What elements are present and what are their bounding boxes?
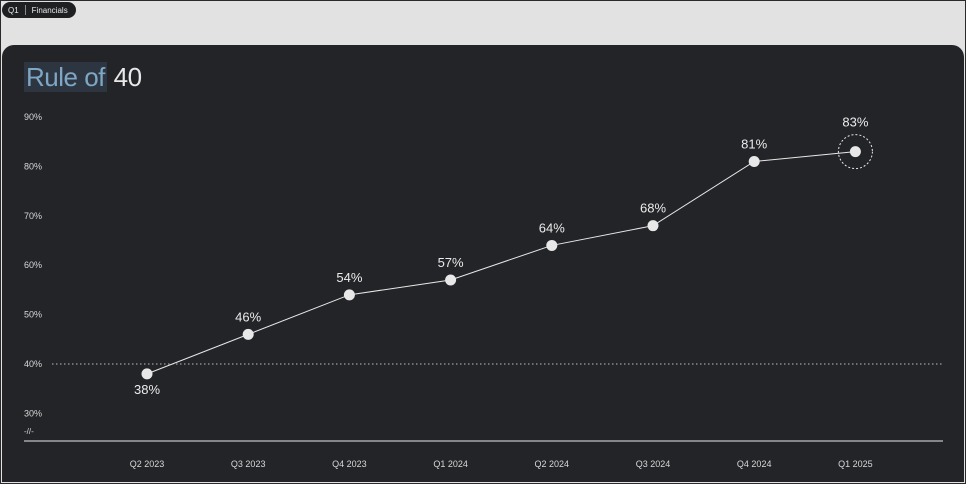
series-line [146, 151, 856, 375]
x-tick-label: Q2 2023 [130, 459, 165, 469]
y-tick-label: 30% [24, 408, 42, 418]
data-point [242, 328, 254, 340]
x-tick-label: Q4 2023 [332, 459, 367, 469]
chart-card [2, 45, 964, 482]
data-point [748, 155, 760, 167]
data-point [141, 368, 153, 380]
data-label: 54% [336, 270, 362, 285]
data-label: 68% [640, 201, 666, 216]
breadcrumb-tag: Q1 Financials [2, 2, 76, 18]
data-point [849, 146, 861, 158]
chart-title-highlight: Rule of [24, 62, 107, 92]
highlight-ring [837, 134, 873, 170]
y-tick-label: 90% [24, 112, 42, 122]
y-tick-label: 40% [24, 359, 42, 369]
data-label: 64% [539, 220, 565, 235]
x-tick-label: Q1 2025 [838, 459, 873, 469]
data-label: 83% [842, 115, 868, 130]
x-tick-label: Q4 2024 [737, 459, 772, 469]
y-tick-label: 70% [24, 211, 42, 221]
x-tick-label: Q1 2024 [433, 459, 468, 469]
quarter-label: Q1 [8, 5, 19, 15]
x-tick-label: Q3 2024 [636, 459, 671, 469]
x-tick-label: Q3 2023 [231, 459, 266, 469]
data-label: 81% [741, 136, 767, 151]
data-point [445, 274, 457, 286]
data-point [343, 289, 355, 301]
data-point [546, 239, 558, 251]
chart-title: Rule of 40 [24, 62, 142, 93]
tag-divider [24, 5, 26, 15]
y-tick-label: 50% [24, 310, 42, 320]
data-point [647, 220, 659, 232]
y-tick-label: 60% [24, 260, 42, 270]
y-tick-label: 80% [24, 161, 42, 171]
chart-title-number: 40 [113, 62, 142, 92]
data-label: 57% [438, 255, 464, 270]
section-label: Financials [31, 5, 68, 15]
data-label: 46% [235, 309, 261, 324]
x-tick-label: Q2 2024 [535, 459, 570, 469]
axis-break-label: -//- [24, 427, 34, 436]
data-label: 38% [134, 382, 160, 397]
